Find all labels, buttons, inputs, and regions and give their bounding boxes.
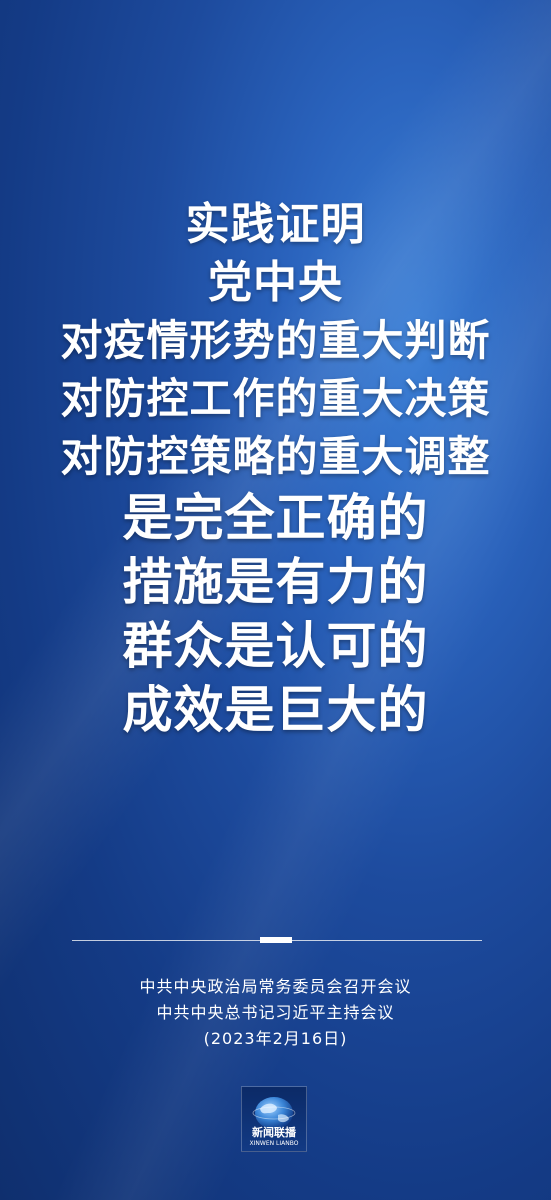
caption-line: 中共中央政治局常务委员会召开会议	[139, 977, 412, 996]
logo-name-en: XINWEN LIANBO	[249, 1140, 299, 1147]
slogan-line: 成效是巨大的	[122, 681, 429, 739]
divider-accent	[260, 937, 292, 943]
caption-date: (2023年2月16日)	[203, 1029, 348, 1048]
slogan-line: 是完全正确的	[122, 489, 429, 547]
slogan-line: 群众是认可的	[122, 617, 429, 675]
slogan-line: 对疫情形势的重大判断	[60, 316, 491, 365]
slogan-block: 实践证明 党中央 对疫情形势的重大判断 对防控工作的重大决策 对防控策略的重大调…	[0, 196, 551, 742]
logo-name-cn: 新闻联播	[252, 1126, 296, 1139]
caption-line: 中共中央总书记习近平主持会议	[156, 1003, 395, 1022]
xinwen-lianbo-logo: 新闻联播 XINWEN LIANBO	[241, 1086, 307, 1152]
slogan-line: 实践证明	[185, 199, 366, 250]
slogan-line: 党中央	[208, 257, 343, 308]
slogan-line: 措施是有力的	[122, 553, 429, 611]
slogan-line: 对防控工作的重大决策	[60, 374, 491, 423]
slogan-line: 对防控策略的重大调整	[60, 432, 491, 481]
globe-icon	[252, 1097, 296, 1129]
source-caption: 中共中央政治局常务委员会召开会议 中共中央总书记习近平主持会议 (2023年2月…	[0, 974, 551, 1052]
